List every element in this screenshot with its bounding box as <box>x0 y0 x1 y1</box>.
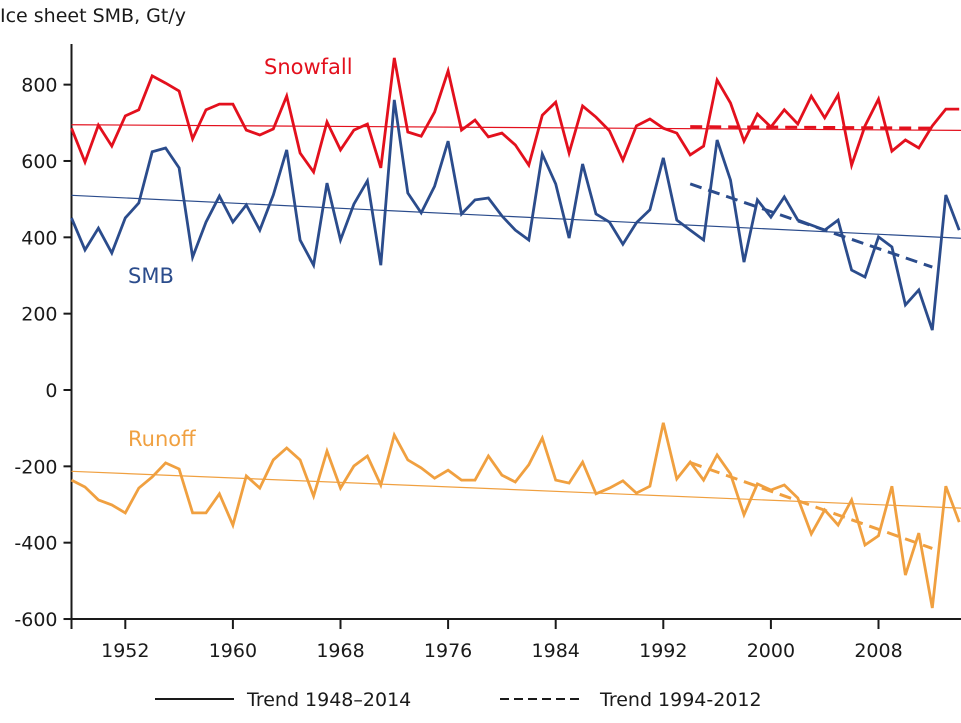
y-tick-label: 400 <box>21 227 57 249</box>
series-labels: Snowfall SMB Runoff <box>128 55 353 451</box>
series-line-snowfall <box>70 57 960 176</box>
y-tick-label: 200 <box>21 304 57 326</box>
trend-1948-2014-smb <box>71 194 961 239</box>
series-lines <box>70 57 961 609</box>
y-tick-label: 600 <box>21 151 57 173</box>
trend-1948-2014-runoff <box>71 470 961 509</box>
series-label-runoff: Runoff <box>128 427 196 451</box>
y-tick-label: 0 <box>45 380 57 402</box>
x-tick-label: 1960 <box>209 640 257 662</box>
trend-1948-2014-snowfall <box>71 124 961 132</box>
y-axis-title: Ice sheet SMB, Gt/y <box>0 5 186 27</box>
trend-1994-2012-snowfall <box>690 125 933 130</box>
trend-lines <box>71 124 961 550</box>
series-label-smb: SMB <box>128 264 174 288</box>
y-tick-label: -600 <box>14 609 57 631</box>
x-tick-label: 2008 <box>854 640 902 662</box>
legend-label-trend-1994-2012: Trend 1994-2012 <box>599 689 762 711</box>
series-line-smb <box>70 99 961 331</box>
legend-label-trend-1948-2014: Trend 1948–2014 <box>246 689 411 711</box>
x-tick-label: 1976 <box>424 640 472 662</box>
x-tick-label: 1968 <box>316 640 364 662</box>
y-tick-label: -200 <box>14 456 57 478</box>
x-tick-label: 1992 <box>639 640 687 662</box>
x-tick-label: 2000 <box>747 640 795 662</box>
x-tick-label: 1952 <box>101 640 149 662</box>
series-line-runoff <box>70 422 961 609</box>
x-tick-label: 1984 <box>532 640 580 662</box>
y-tick-label: 800 <box>21 75 57 97</box>
legend: Trend 1948–2014 Trend 1994-2012 <box>155 689 762 711</box>
series-label-snowfall: Snowfall <box>264 55 353 79</box>
y-tick-label: -400 <box>14 533 57 555</box>
